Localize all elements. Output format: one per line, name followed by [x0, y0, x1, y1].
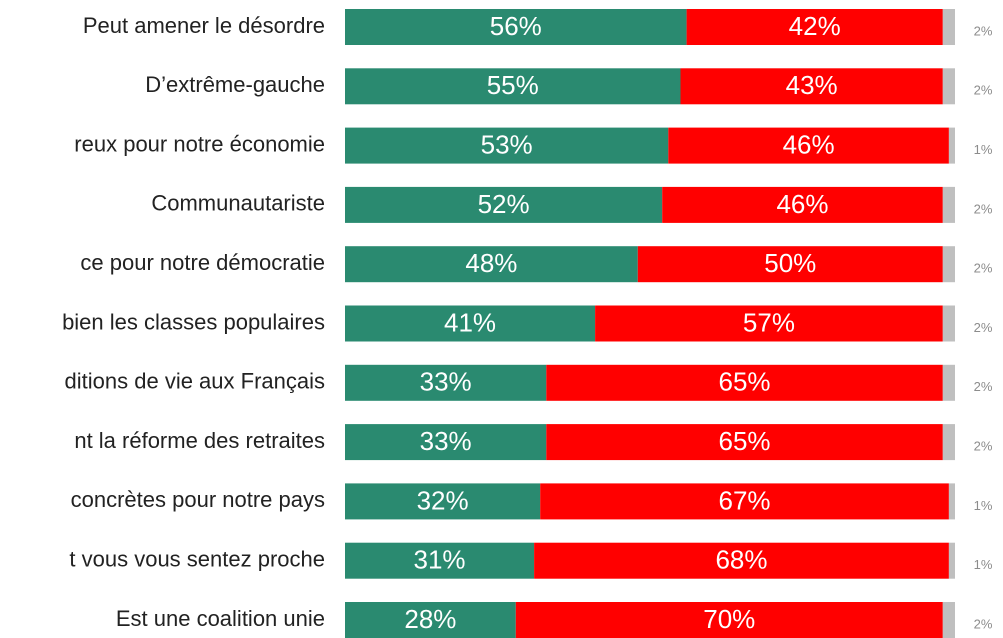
bar-segment [546, 424, 943, 461]
value-label: 65% [719, 367, 771, 397]
value-label: 32% [417, 485, 469, 515]
bar-segment [546, 364, 943, 401]
bar-segment [345, 542, 535, 579]
value-label: 33% [420, 367, 472, 397]
bar-segment [345, 424, 547, 461]
category-label: reux pour notre économie [74, 131, 325, 156]
value-label: 56% [490, 11, 542, 41]
category-label: D’extrême-gauche [145, 72, 325, 97]
bar-segment [345, 186, 663, 223]
bar-segment [345, 246, 638, 283]
bar-segment [345, 364, 547, 401]
value-label: 2% [974, 261, 993, 276]
value-label: 2% [974, 23, 993, 38]
value-label: 28% [404, 604, 456, 634]
value-label: 1% [974, 498, 993, 513]
value-label: 50% [764, 248, 816, 278]
value-label: 53% [481, 129, 533, 159]
bar-segment [540, 483, 949, 520]
value-label: 2% [974, 379, 993, 394]
category-label: t vous vous sentez proche [69, 547, 325, 572]
value-label: 67% [719, 485, 771, 515]
bar-segment [948, 542, 955, 579]
bar-segment [942, 68, 955, 105]
category-label: Communautariste [151, 191, 325, 216]
bar-segment [345, 483, 541, 520]
value-label: 52% [478, 189, 530, 219]
bar-segment [942, 9, 955, 45]
value-label: 2% [974, 83, 993, 98]
value-label: 68% [715, 545, 767, 575]
bar-segment [948, 127, 955, 164]
bar-segment [345, 9, 687, 45]
bar-segment [942, 186, 955, 223]
bar-segment [942, 364, 955, 401]
bar-segment [345, 305, 596, 342]
value-label: 55% [487, 70, 539, 100]
bar-segment [680, 68, 943, 105]
category-label: bien les classes populaires [62, 309, 325, 334]
value-label: 43% [786, 70, 838, 100]
value-label: 48% [465, 248, 517, 278]
value-label: 57% [743, 307, 795, 337]
value-label: 1% [974, 557, 993, 572]
value-label: 1% [974, 142, 993, 157]
category-label: ditions de vie aux Français [65, 369, 325, 394]
value-label: 2% [974, 439, 993, 454]
category-label: concrètes pour notre pays [71, 487, 325, 512]
bar-segment [662, 186, 943, 223]
bar-segment [942, 424, 955, 461]
bar-segment [515, 602, 943, 638]
bar-segment [948, 483, 955, 520]
value-label: 2% [974, 201, 993, 216]
bar-segment [942, 602, 955, 638]
value-label: 31% [414, 545, 466, 575]
value-label: 2% [974, 616, 993, 631]
value-label: 46% [783, 129, 835, 159]
bar-segment [942, 246, 955, 283]
bar-segment [345, 602, 516, 638]
bar-segment [595, 305, 943, 342]
value-label: 33% [420, 426, 472, 456]
category-label: nt la réforme des retraites [74, 428, 325, 453]
value-label: 46% [776, 189, 828, 219]
category-label: Peut amener le désordre [83, 13, 325, 38]
bar-segment [942, 305, 955, 342]
category-label: Est une coalition unie [116, 606, 325, 631]
value-label: 2% [974, 320, 993, 335]
bar-segment [345, 127, 669, 164]
bar-segment [534, 542, 949, 579]
value-label: 70% [703, 604, 755, 634]
bar-segment [345, 68, 681, 105]
bar-segment [686, 9, 943, 45]
bar-segment [637, 246, 943, 283]
value-label: 41% [444, 307, 496, 337]
category-label: ce pour notre démocratie [80, 250, 325, 275]
value-label: 65% [719, 426, 771, 456]
bar-segment [668, 127, 949, 164]
value-label: 42% [789, 11, 841, 41]
